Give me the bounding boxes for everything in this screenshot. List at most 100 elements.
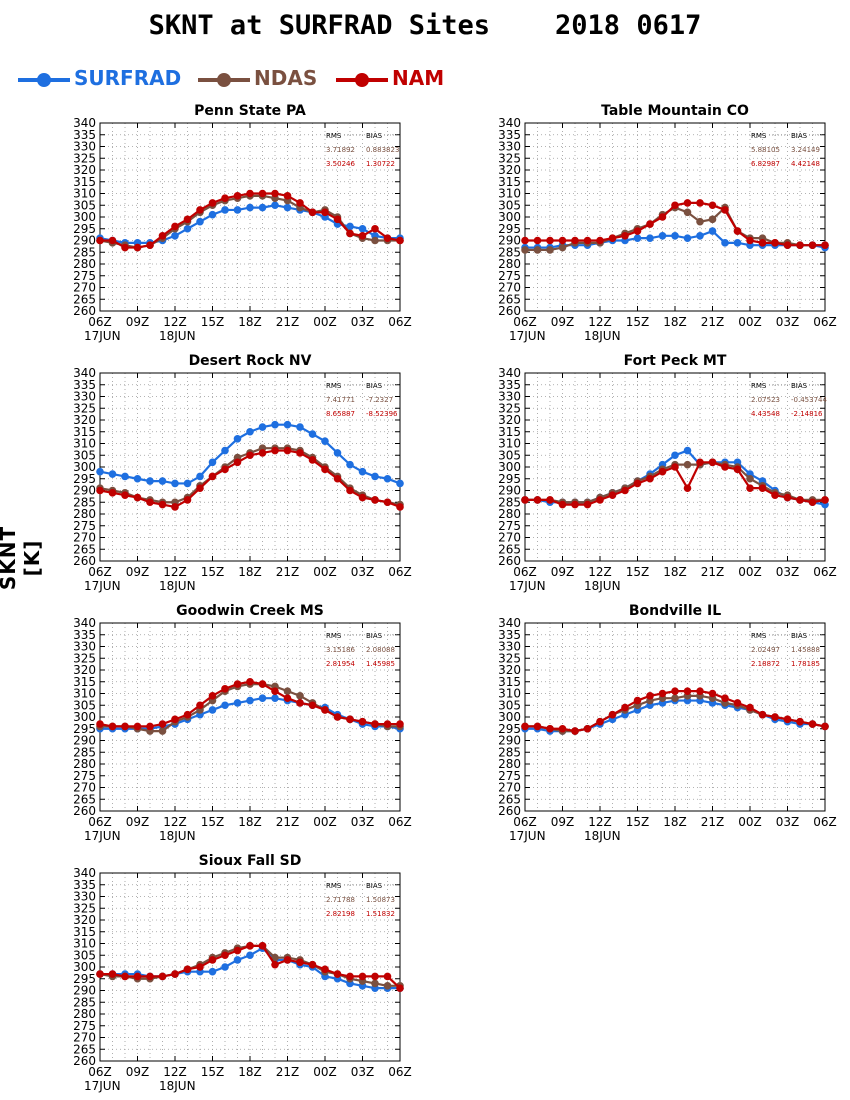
data-point-surfrad xyxy=(671,451,679,460)
data-point-nam xyxy=(608,491,617,500)
data-point-surfrad xyxy=(221,701,229,710)
data-point-ndas xyxy=(558,243,567,252)
data-point-nam xyxy=(296,699,304,707)
data-point-nam xyxy=(146,972,154,981)
data-point-nam xyxy=(183,965,192,974)
chart-title: Fort Peck MT xyxy=(624,353,727,369)
data-point-surfrad xyxy=(671,232,679,240)
y-tick-label: 330 xyxy=(73,640,96,654)
x-tick-label: 18Z xyxy=(238,815,262,829)
stats-header-bias: BIAS xyxy=(791,382,808,390)
y-tick-label: 310 xyxy=(73,687,96,701)
y-tick-label: 290 xyxy=(73,734,96,748)
y-tick-label: 285 xyxy=(73,745,96,759)
data-point-nam xyxy=(233,192,242,200)
date-label: 17JUN xyxy=(509,329,546,343)
data-point-surfrad xyxy=(383,474,392,483)
y-tick-label: 320 xyxy=(498,163,521,177)
y-tick-label: 315 xyxy=(73,925,96,939)
chart-title: Table Mountain CO xyxy=(601,103,749,119)
y-tick-label: 315 xyxy=(73,425,96,439)
stats-header-rms: RMS xyxy=(326,632,342,640)
data-point-nam xyxy=(533,722,542,731)
data-point-nam xyxy=(371,720,379,728)
data-point-nam xyxy=(808,720,817,728)
data-point-surfrad xyxy=(183,224,192,233)
data-point-surfrad xyxy=(371,472,379,481)
data-point-nam xyxy=(621,486,629,495)
data-point-nam xyxy=(333,215,342,224)
x-tick-label: 03Z xyxy=(351,815,375,829)
y-tick-label: 295 xyxy=(73,722,96,736)
data-point-nam xyxy=(158,720,167,728)
x-tick-label: 03Z xyxy=(351,565,375,579)
data-point-surfrad xyxy=(358,467,367,476)
data-point-nam xyxy=(208,472,217,481)
data-point-nam xyxy=(221,465,229,474)
data-point-nam xyxy=(133,493,142,502)
x-tick-label: 15Z xyxy=(201,815,225,829)
x-tick-label: 12Z xyxy=(588,565,612,579)
y-tick-label: 325 xyxy=(73,151,96,165)
data-point-nam xyxy=(171,503,179,511)
data-point-ndas xyxy=(383,982,392,990)
data-point-nam xyxy=(396,720,404,728)
data-point-nam xyxy=(296,958,304,967)
chart-panel: 2602652702752802852902953003053103153203… xyxy=(73,353,412,593)
data-point-nam xyxy=(208,199,217,207)
x-tick-label: 03Z xyxy=(776,565,800,579)
data-point-nam xyxy=(108,970,117,978)
x-tick-label: 21Z xyxy=(701,315,725,329)
stats-bias-ndas: 1.50873 xyxy=(366,896,395,904)
y-tick-label: 335 xyxy=(73,378,96,392)
data-point-surfrad xyxy=(133,474,142,483)
date-label: 17JUN xyxy=(509,829,546,843)
y-tick-label: 275 xyxy=(498,519,521,533)
data-point-surfrad xyxy=(358,224,367,233)
data-point-surfrad xyxy=(246,427,254,436)
data-point-nam xyxy=(746,484,754,492)
y-tick-label: 315 xyxy=(498,675,521,689)
data-point-nam xyxy=(571,500,579,509)
y-tick-label: 280 xyxy=(73,1007,96,1021)
x-tick-label: 00Z xyxy=(313,815,337,829)
y-tick-label: 330 xyxy=(498,140,521,154)
data-point-nam xyxy=(771,239,779,247)
data-point-surfrad xyxy=(646,234,654,242)
x-tick-label: 18Z xyxy=(663,815,687,829)
data-point-nam xyxy=(733,699,742,707)
y-tick-label: 305 xyxy=(73,948,96,962)
ndas-legend-icon xyxy=(198,73,250,87)
data-point-nam xyxy=(783,241,792,249)
y-tick-label: 280 xyxy=(498,507,521,521)
x-tick-label: 18Z xyxy=(238,1065,262,1079)
x-tick-label: 21Z xyxy=(276,815,300,829)
x-tick-label: 12Z xyxy=(163,1065,187,1079)
stats-rms-ndas: 5.88105 xyxy=(751,146,780,154)
stats-header-rms: RMS xyxy=(326,132,342,140)
data-point-surfrad xyxy=(258,694,267,702)
y-tick-label: 290 xyxy=(73,984,96,998)
data-point-ndas xyxy=(371,236,379,245)
y-tick-label: 260 xyxy=(73,304,96,318)
data-point-nam xyxy=(696,199,704,207)
data-point-nam xyxy=(546,236,554,245)
data-point-surfrad xyxy=(333,449,342,457)
data-point-nam xyxy=(158,972,167,981)
data-point-nam xyxy=(633,227,642,235)
x-tick-label: 21Z xyxy=(701,815,725,829)
x-tick-label: 06Z xyxy=(88,815,112,829)
data-point-surfrad xyxy=(696,232,704,240)
stats-bias-ndas: -7.2327 xyxy=(366,396,393,404)
data-point-surfrad xyxy=(346,460,354,469)
y-tick-label: 275 xyxy=(73,269,96,283)
x-tick-label: 06Z xyxy=(388,815,412,829)
y-tick-label: 340 xyxy=(498,116,521,130)
date-label: 18JUN xyxy=(159,579,196,593)
data-point-nam xyxy=(396,984,404,992)
data-point-nam xyxy=(521,236,529,245)
surfrad-legend-icon xyxy=(18,73,70,87)
y-tick-label: 325 xyxy=(73,901,96,915)
data-point-nam xyxy=(808,241,817,249)
x-tick-label: 09Z xyxy=(126,315,150,329)
